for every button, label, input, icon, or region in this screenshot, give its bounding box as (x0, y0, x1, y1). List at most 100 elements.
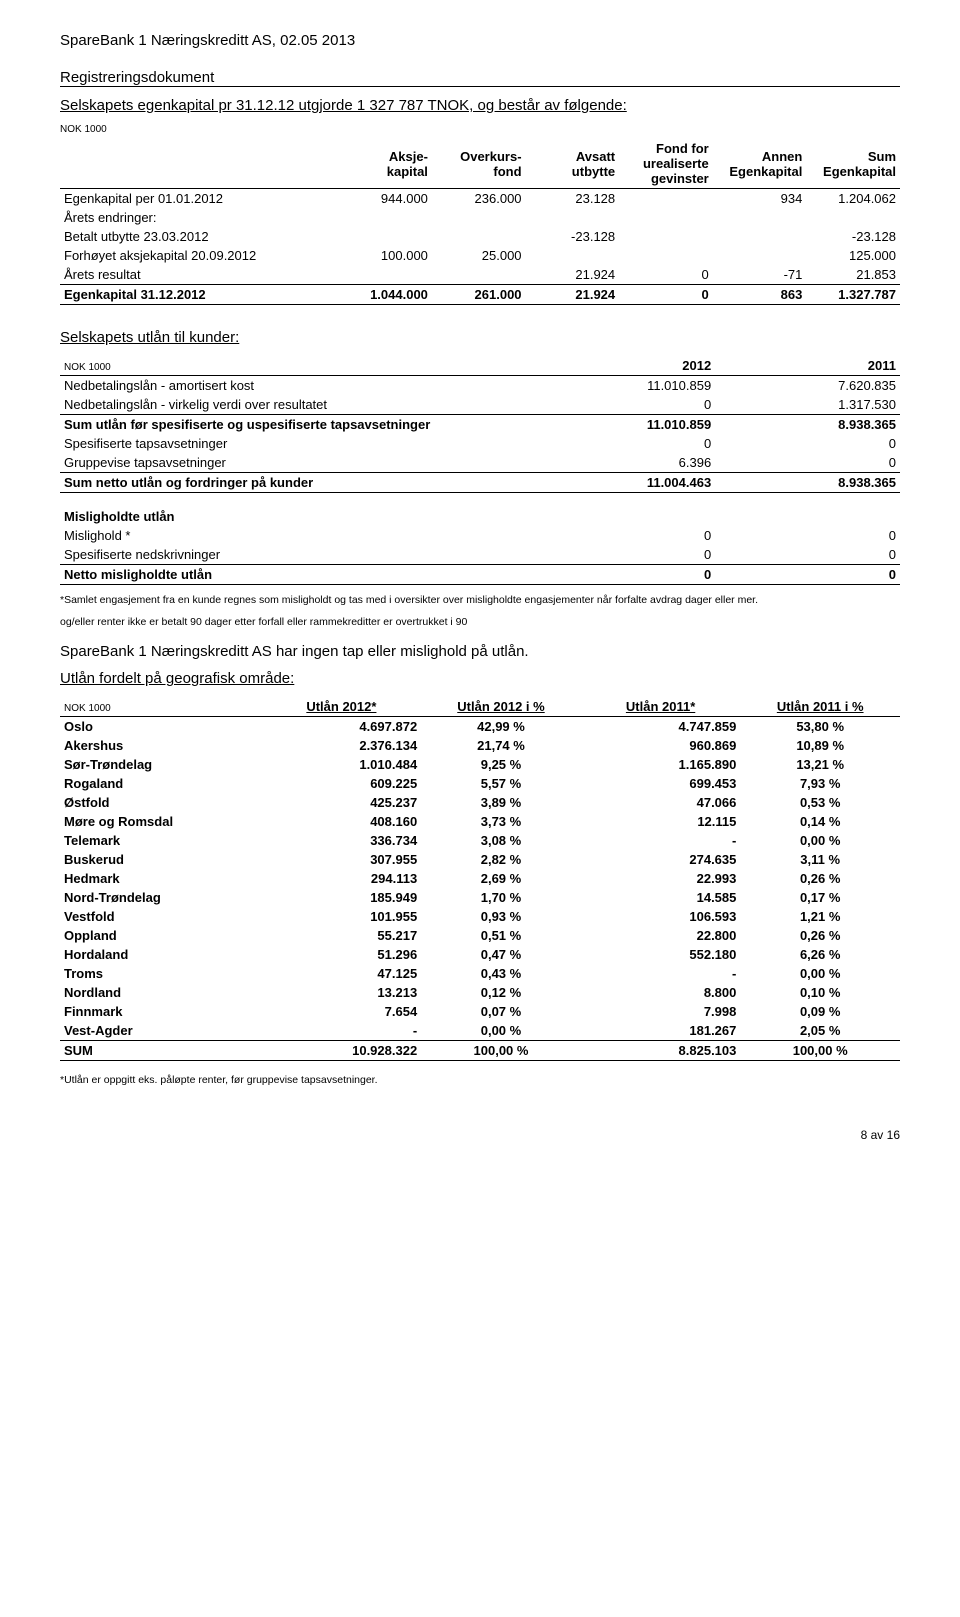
cell: 0 (619, 265, 713, 285)
cell (713, 208, 807, 227)
col-header: NOK 1000 (60, 697, 262, 717)
cell: 236.000 (432, 189, 526, 209)
cell (338, 227, 432, 246)
cell: Misligholdte utlån (60, 507, 530, 526)
table-row: Vest-Agder-0,00 %181.2672,05 % (60, 1021, 900, 1041)
cell: 0,26 % (740, 869, 900, 888)
cell: SUM (60, 1041, 262, 1061)
cell: 2,69 % (421, 869, 581, 888)
cell: 23.128 (526, 189, 620, 209)
cell: Nedbetalingslån - virkelig verdi over re… (60, 395, 530, 415)
table-row: Hordaland51.2960,47 %552.1806,26 % (60, 945, 900, 964)
cell: 609.225 (262, 774, 422, 793)
table-row: Egenkapital per 01.01.2012944.000236.000… (60, 189, 900, 209)
cell: 1.204.062 (806, 189, 900, 209)
col-header: Utlån 2012* (262, 697, 422, 717)
cell: 1.044.000 (338, 285, 432, 305)
table-row: Østfold425.2373,89 %47.0660,53 % (60, 793, 900, 812)
geo-title: Utlån fordelt på geografisk område: (60, 670, 900, 687)
cell: 47.066 (581, 793, 741, 812)
cell: 0 (715, 526, 900, 545)
cell: Betalt utbytte 23.03.2012 (60, 227, 338, 246)
cell: 7.620.835 (715, 376, 900, 396)
table-row: Sør-Trøndelag1.010.4849,25 %1.165.89013,… (60, 755, 900, 774)
col-header: Overkurs-fond (432, 139, 526, 189)
cell: 0,12 % (421, 983, 581, 1002)
cell: Gruppevise tapsavsetninger (60, 453, 530, 473)
table-row: Sum netto utlån og fordringer på kunder1… (60, 473, 900, 493)
cell: 1,21 % (740, 907, 900, 926)
cell: Vest-Agder (60, 1021, 262, 1041)
col-header: 2012 (530, 356, 715, 376)
cell: 53,80 % (740, 717, 900, 737)
cell: 25.000 (432, 246, 526, 265)
cell: 55.217 (262, 926, 422, 945)
cell: 0 (715, 453, 900, 473)
cell: 10.928.322 (262, 1041, 422, 1061)
cell: Sum utlån før spesifiserte og uspesifise… (60, 415, 530, 435)
cell (526, 208, 620, 227)
cell: 0,00 % (740, 964, 900, 983)
cell: 100.000 (338, 246, 432, 265)
cell: 21.924 (526, 265, 620, 285)
cell: Spesifiserte nedskrivninger (60, 545, 530, 565)
table-row: Troms47.1250,43 %-0,00 % (60, 964, 900, 983)
cell: 425.237 (262, 793, 422, 812)
cell: Sum netto utlån og fordringer på kunder (60, 473, 530, 493)
cell: 42,99 % (421, 717, 581, 737)
cell: 9,25 % (421, 755, 581, 774)
cell: 863 (713, 285, 807, 305)
cell: 101.955 (262, 907, 422, 926)
cell: 5,57 % (421, 774, 581, 793)
cell: Buskerud (60, 850, 262, 869)
table-row: Egenkapital 31.12.20121.044.000261.00021… (60, 285, 900, 305)
cell (619, 208, 713, 227)
cell: Oppland (60, 926, 262, 945)
cell: 12.115 (581, 812, 741, 831)
cell (715, 507, 900, 526)
cell: 10,89 % (740, 736, 900, 755)
cell: 185.949 (262, 888, 422, 907)
cell (619, 246, 713, 265)
col-header: Avsattutbytte (526, 139, 620, 189)
cell (526, 246, 620, 265)
table-row: Telemark336.7343,08 %-0,00 % (60, 831, 900, 850)
cell: Nedbetalingslån - amortisert kost (60, 376, 530, 396)
table-row: Nordland13.2130,12 %8.8000,10 % (60, 983, 900, 1002)
table-row: Rogaland609.2255,57 %699.4537,93 % (60, 774, 900, 793)
cell: 1.327.787 (806, 285, 900, 305)
cell: 3,08 % (421, 831, 581, 850)
cell: Spesifiserte tapsavsetninger (60, 434, 530, 453)
cell: 4.747.859 (581, 717, 741, 737)
cell: 14.585 (581, 888, 741, 907)
table-row: Hedmark294.1132,69 %22.9930,26 % (60, 869, 900, 888)
cell: - (262, 1021, 422, 1041)
cell: 1.317.530 (715, 395, 900, 415)
cell: 0,14 % (740, 812, 900, 831)
cell: 6.396 (530, 453, 715, 473)
cell: 11.004.463 (530, 473, 715, 493)
cell: 0,26 % (740, 926, 900, 945)
cell: 1,70 % (421, 888, 581, 907)
table-row: Akershus2.376.13421,74 %960.86910,89 % (60, 736, 900, 755)
cell: 0,51 % (421, 926, 581, 945)
table-row: Nedbetalingslån - virkelig verdi over re… (60, 395, 900, 415)
cell: 1.010.484 (262, 755, 422, 774)
cell (713, 246, 807, 265)
cell: 2,05 % (740, 1021, 900, 1041)
cell: 4.697.872 (262, 717, 422, 737)
loans-body-text: SpareBank 1 Næringskreditt AS har ingen … (60, 643, 900, 660)
cell: 0,43 % (421, 964, 581, 983)
cell: 552.180 (581, 945, 741, 964)
cell (338, 265, 432, 285)
cell: 960.869 (581, 736, 741, 755)
cell: 100,00 % (421, 1041, 581, 1061)
cell: 0,17 % (740, 888, 900, 907)
cell: 7.654 (262, 1002, 422, 1021)
cell: 699.453 (581, 774, 741, 793)
cell: Netto misligholdte utlån (60, 565, 530, 585)
table-row: Nord-Trøndelag185.9491,70 %14.5850,17 % (60, 888, 900, 907)
cell: 181.267 (581, 1021, 741, 1041)
cell: 3,89 % (421, 793, 581, 812)
cell: 11.010.859 (530, 376, 715, 396)
